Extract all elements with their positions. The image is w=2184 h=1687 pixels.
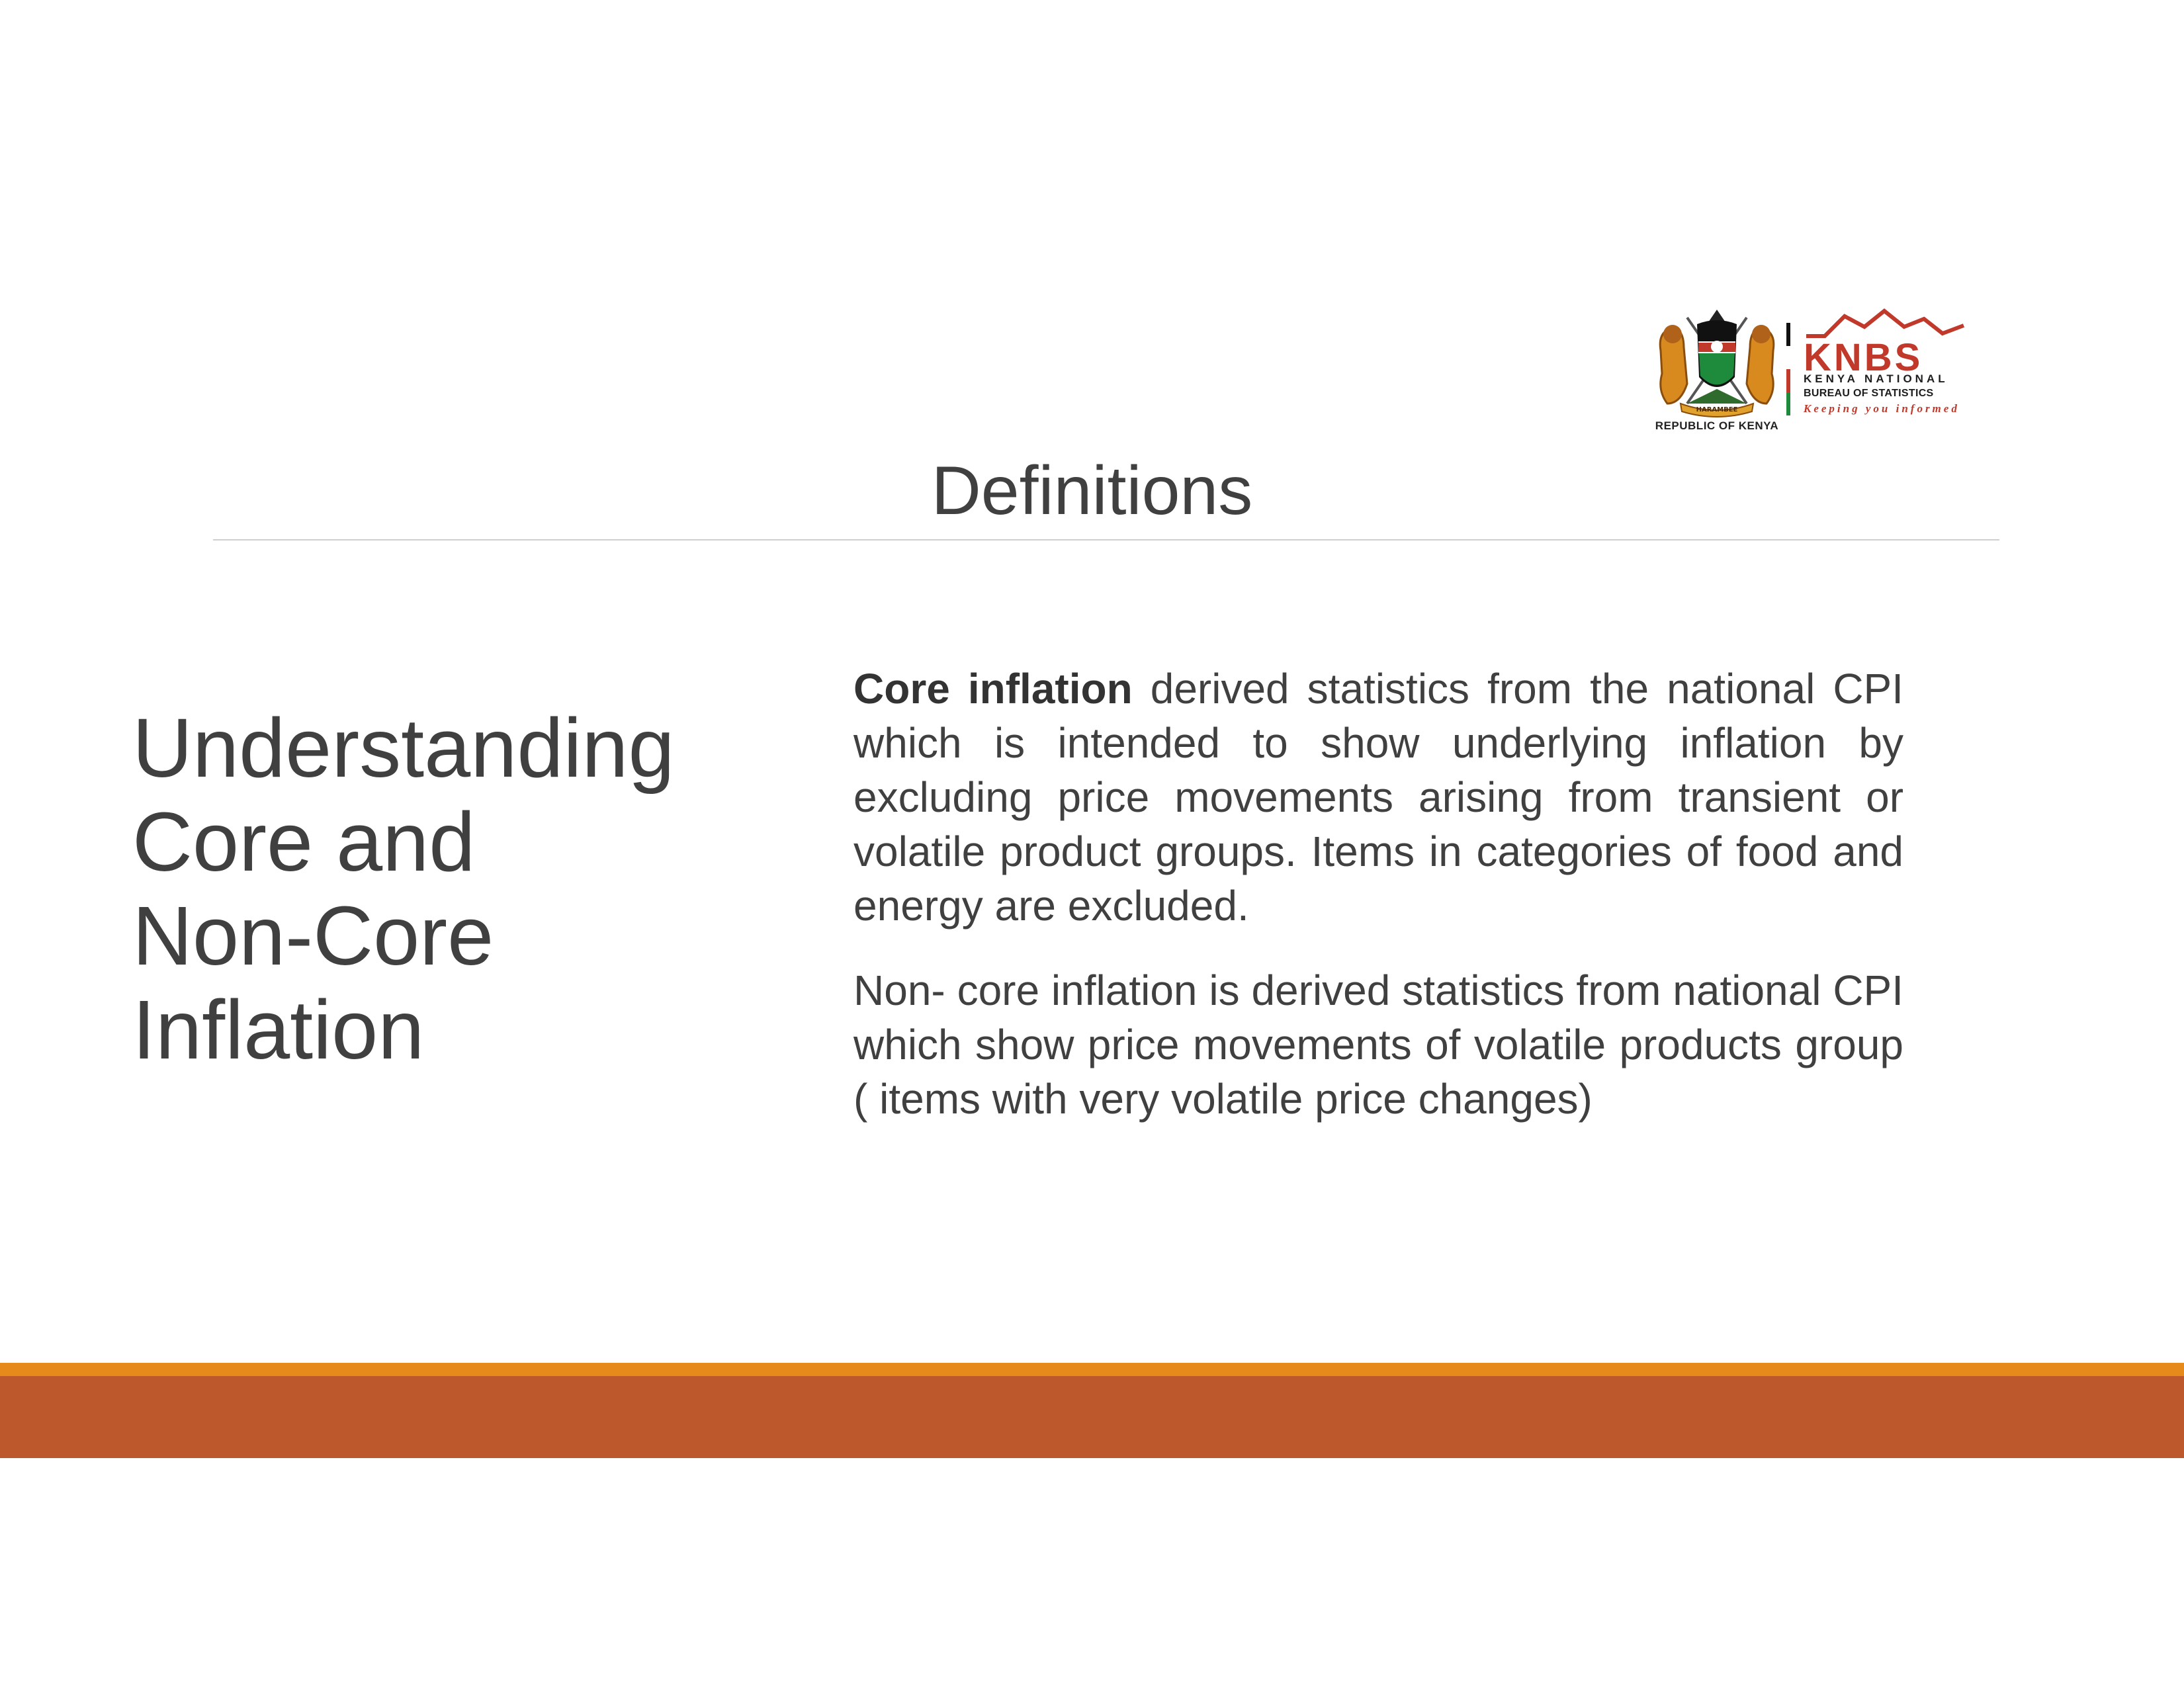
flag-divider [1786,323,1790,415]
footer-stripe [0,1363,2184,1376]
definition-core: Core inflation derived statistics from t… [853,662,1903,933]
definition-term: Core inflation [853,665,1133,713]
knbs-line1: KENYA NATIONAL [1804,372,1948,385]
svg-text:HARAMBEE: HARAMBEE [1696,406,1738,413]
knbs-line2: BUREAU OF STATISTICS [1804,388,1934,399]
republic-of-kenya-label: REPUBLIC OF KENYA [1655,419,1779,432]
definition-non-core: Non- core inflation is derived statistic… [853,963,1903,1126]
knbs-tagline: Keeping you informed [1804,402,1960,415]
definitions-content: Core inflation derived statistics from t… [853,662,1903,1156]
side-heading: Understanding Core and Non-Core Inflatio… [132,701,675,1076]
definition-text: Non- core inflation is derived statistic… [853,967,1903,1123]
page-title: Definitions [931,453,1253,529]
knbs-logo-icon: KNBS [1804,308,1965,373]
svg-text:KNBS: KNBS [1804,336,1923,373]
definition-text: derived statistics from the national CPI… [853,665,1903,930]
footer-band [0,1376,2184,1458]
kenya-coat-of-arms-icon: HARAMBEE [1659,310,1775,417]
logo-block: HARAMBEE REPUBLIC OF KENYA KNBS KENYA NA… [1647,304,1978,437]
title-divider [213,539,1999,541]
